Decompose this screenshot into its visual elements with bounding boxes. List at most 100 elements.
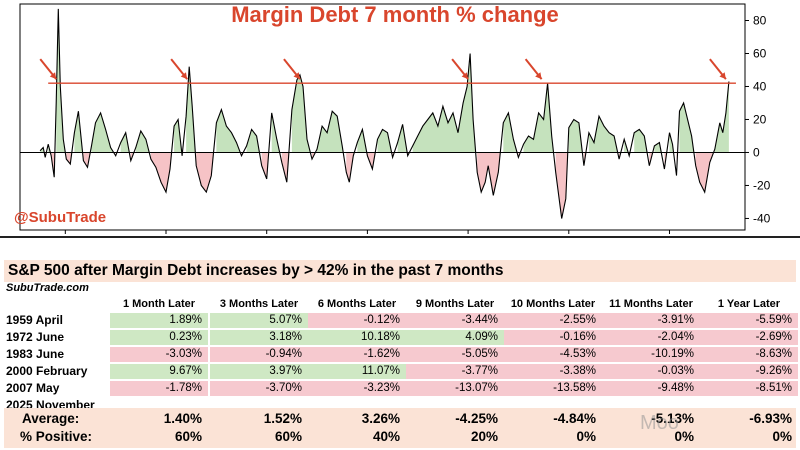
table-cell: -13.58% [504, 381, 602, 396]
summary-value: 0% [674, 429, 694, 444]
table-cell: -5.59% [700, 313, 798, 328]
x-tick-label-5: 2010 [555, 235, 582, 236]
column-header: 1 Year Later [717, 298, 781, 310]
table-cell: -2.69% [700, 330, 798, 345]
negative-area-37 [518, 152, 521, 158]
row-label: 2007 May [6, 381, 60, 395]
x-tick-label-6: 2020 [656, 235, 683, 236]
table-cell: -3.23% [308, 381, 406, 396]
row-label: 2000 February [6, 364, 88, 378]
table-cell: -0.12% [308, 313, 406, 328]
table-cell: 5.07% [210, 313, 308, 328]
arrow-head-0 [49, 72, 57, 80]
summary-label: Average: [22, 411, 80, 426]
summary-value: 20% [470, 429, 498, 444]
positive-area-34 [412, 53, 476, 153]
summary-value: 60% [174, 429, 202, 444]
table-title-bar: S&P 500 after Margin Debt increases by >… [4, 260, 796, 282]
table-cell: -3.70% [210, 381, 308, 396]
table-cell: 9.67% [110, 364, 208, 379]
table-cell: -0.03% [602, 364, 700, 379]
summary-bar [4, 408, 796, 448]
arrow-head-3 [461, 72, 469, 80]
negative-area-49 [664, 152, 667, 169]
chart-title: Margin Debt 7 month % change [231, 2, 559, 27]
table-cell: -2.55% [504, 313, 602, 328]
y-tick-label-6: -40 [753, 211, 771, 225]
positive-area-42 [588, 116, 618, 153]
x-tick-label-2: 1980 [253, 235, 280, 236]
table-cell: -5.05% [406, 347, 504, 362]
series-line [39, 8, 730, 219]
table-title: S&P 500 after Margin Debt increases by >… [8, 262, 504, 279]
table-cell: -9.26% [700, 364, 798, 379]
column-header: 6 Months Later [317, 298, 397, 310]
negative-area-35 [477, 152, 501, 196]
summary-value: 3.26% [361, 411, 400, 426]
y-tick-label-1: 60 [753, 46, 767, 60]
summary-value: 0% [772, 429, 792, 444]
table-cell: -3.91% [602, 313, 700, 328]
table-cell: -8.51% [700, 381, 798, 396]
positive-area-24 [291, 74, 311, 153]
positive-area-22 [271, 112, 280, 153]
table-cell: -3.38% [504, 364, 602, 379]
row-label: 1959 April [6, 313, 63, 327]
column-header: 11 Months Later [609, 298, 693, 310]
table-cell: 3.18% [210, 330, 308, 345]
arrow-head-4 [535, 72, 542, 80]
summary-value: 40% [372, 429, 400, 444]
divider [0, 236, 800, 238]
negative-area-29 [367, 152, 376, 169]
table-cell: 0.23% [110, 330, 208, 345]
positive-area-4 [56, 8, 66, 153]
table-cell: 4.09% [406, 330, 504, 345]
positive-area-46 [634, 129, 648, 153]
summary-value: -4.25% [455, 411, 498, 426]
row-label: 1983 June [6, 347, 65, 361]
table-cell: -1.62% [308, 347, 406, 362]
table-cell: -1.78% [110, 381, 208, 396]
positive-area-28 [357, 129, 367, 153]
positive-area-20 [246, 129, 260, 153]
column-header: 3 Months Later [219, 298, 299, 310]
summary-value: -6.93% [749, 411, 792, 426]
table-cell: -0.94% [210, 347, 308, 362]
summary-label: % Positive: [20, 429, 93, 444]
table-cell: 3.97% [210, 364, 308, 379]
moo-watermark: Moo [640, 412, 679, 434]
table-cell: 10.18% [308, 330, 406, 345]
table-cell: -13.07% [406, 381, 504, 396]
x-tick-label-3: 1990 [354, 235, 381, 236]
positive-area-6 [74, 111, 83, 153]
positive-area-10 [120, 132, 130, 153]
table-cell: -3.44% [406, 313, 504, 328]
summary-value: -5.13% [651, 411, 694, 426]
positive-area-14 [174, 119, 182, 153]
positive-area-52 [679, 103, 694, 153]
y-tick-label-5: -20 [753, 178, 771, 192]
table-cell: -9.48% [602, 381, 700, 396]
table-source: SubuTrade.com [6, 282, 89, 294]
y-tick-label-2: 40 [753, 79, 767, 93]
y-tick-label-3: 20 [753, 112, 767, 126]
table-cell: -8.63% [700, 347, 798, 362]
subutrade-watermark: @SubuTrade [14, 209, 106, 226]
column-header: 1 Month Later [122, 298, 196, 310]
chart-area: 80 60 40 20 0 -20 -40 1960 1970 1980 1990 2000 2010 2… [14, 2, 771, 236]
table-cell: 11.07% [308, 364, 406, 379]
summary-value: 60% [274, 429, 302, 444]
negative-area-43 [619, 152, 621, 160]
x-tick-label-0: 1960 [52, 235, 79, 236]
positive-area-38 [523, 83, 554, 153]
table-cell: -10.19% [602, 347, 700, 362]
margin-debt-chart: 80 60 40 20 0 -20 -40 1960 1970 1980 1990 2000 2010 2… [14, 2, 771, 236]
y-tick-label-0: 80 [753, 13, 767, 27]
summary-value: -4.84% [553, 411, 596, 426]
positive-area-30 [377, 129, 392, 153]
positive-area-12 [135, 131, 150, 153]
positive-area-18 [216, 109, 241, 153]
arrow-head-2 [293, 72, 300, 80]
column-header: 10 Months Later [510, 298, 596, 310]
table-cell: -3.03% [110, 347, 208, 362]
